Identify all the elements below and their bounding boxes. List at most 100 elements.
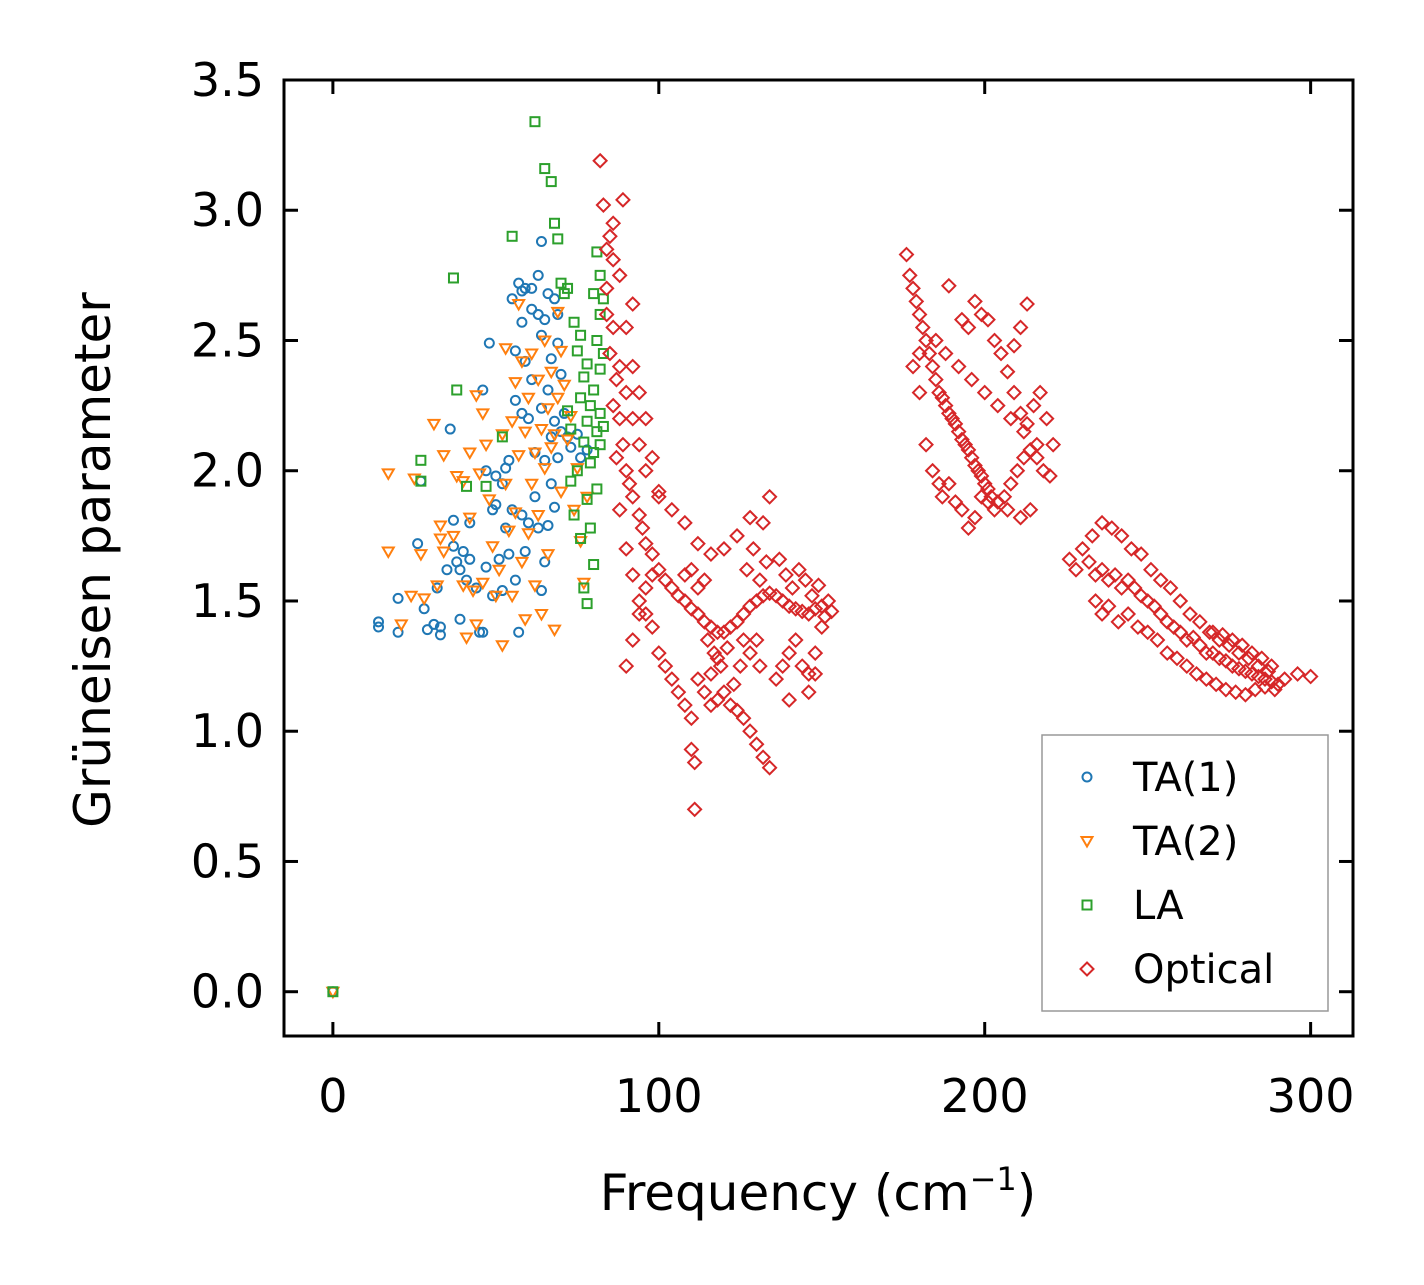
x-axis: 0 100 200 300	[318, 80, 1355, 1123]
data-point	[598, 306, 615, 323]
data-point	[413, 549, 429, 562]
data-point	[461, 480, 473, 492]
data-point	[976, 384, 993, 401]
data-point	[480, 480, 492, 492]
data-point	[807, 645, 824, 661]
data-point	[976, 475, 993, 492]
data-point	[1022, 501, 1039, 518]
data-point	[456, 580, 471, 593]
data-point	[441, 564, 453, 576]
data-point	[550, 392, 566, 406]
data-point	[742, 723, 758, 740]
data-point	[624, 567, 641, 583]
data-point	[416, 593, 432, 606]
data-point	[703, 666, 719, 682]
data-point	[597, 348, 609, 360]
data-point	[953, 501, 970, 518]
data-point	[1081, 553, 1097, 570]
data-point	[967, 457, 983, 474]
legend-marker	[1079, 961, 1095, 977]
data-point	[434, 621, 446, 633]
data-point	[588, 384, 600, 396]
data-point	[605, 319, 622, 336]
data-point	[426, 418, 442, 432]
data-point	[477, 626, 489, 638]
data-point	[940, 405, 957, 422]
data-point	[947, 415, 964, 432]
data-point	[373, 616, 385, 628]
data-point	[524, 348, 539, 362]
data-point	[650, 488, 667, 505]
data-point	[535, 585, 547, 597]
data-point	[508, 507, 523, 520]
data-point	[1019, 296, 1035, 312]
data-point	[588, 447, 600, 459]
data-point	[571, 345, 583, 357]
data-point	[663, 671, 680, 688]
data-point	[967, 293, 983, 310]
data-point	[1019, 415, 1035, 432]
legend: TA(1) TA(2) LA Optical	[1041, 734, 1329, 1012]
data-point	[1224, 632, 1241, 648]
data-point	[1159, 645, 1176, 661]
data-point	[787, 632, 804, 648]
data-point	[1032, 384, 1049, 401]
data-point	[735, 632, 752, 648]
data-point	[950, 423, 967, 440]
data-point	[644, 567, 661, 583]
data-point	[462, 447, 478, 460]
data-point	[530, 510, 546, 523]
data-point	[940, 277, 957, 294]
x-tick-label: 300	[1267, 1069, 1355, 1123]
data-point	[517, 614, 533, 627]
data-point	[686, 754, 703, 771]
data-point	[618, 462, 635, 479]
data-point	[549, 501, 561, 513]
data-point	[579, 491, 595, 505]
data-point	[781, 692, 798, 708]
data-point	[542, 519, 554, 531]
data-point	[545, 353, 557, 365]
y-tick-label: 3.5	[191, 53, 264, 107]
data-point	[516, 407, 528, 419]
data-point	[394, 619, 409, 632]
data-point	[774, 658, 791, 675]
data-point	[1152, 572, 1169, 589]
data-point	[624, 296, 641, 312]
data-point	[605, 251, 622, 268]
data-point	[732, 658, 749, 675]
data-point	[457, 545, 469, 557]
data-point	[498, 343, 513, 356]
data-point	[911, 345, 928, 362]
data-point	[800, 666, 817, 682]
data-point	[472, 468, 487, 481]
data-point	[524, 478, 539, 492]
x-tick-label: 200	[941, 1069, 1029, 1123]
data-point	[454, 613, 466, 625]
data-point	[608, 449, 625, 466]
data-point	[433, 520, 448, 533]
data-point	[986, 332, 1003, 349]
data-point	[748, 632, 765, 648]
data-point	[534, 424, 549, 437]
series-la	[327, 116, 609, 998]
data-point	[539, 314, 551, 326]
data-point	[488, 590, 504, 604]
data-point	[555, 368, 567, 380]
data-point	[429, 580, 445, 593]
data-point	[1240, 650, 1257, 667]
data-point	[485, 541, 500, 554]
data-point	[1234, 637, 1251, 654]
data-point	[670, 684, 687, 701]
data-point	[624, 632, 641, 648]
data-point	[758, 553, 775, 570]
data-point	[1198, 645, 1215, 661]
data-point	[503, 548, 515, 560]
data-point	[575, 329, 587, 341]
data-point	[469, 619, 484, 632]
data-point	[657, 658, 674, 675]
data-point	[553, 486, 569, 500]
data-point	[491, 564, 507, 578]
data-point	[1244, 645, 1260, 661]
data-point	[1198, 671, 1215, 688]
